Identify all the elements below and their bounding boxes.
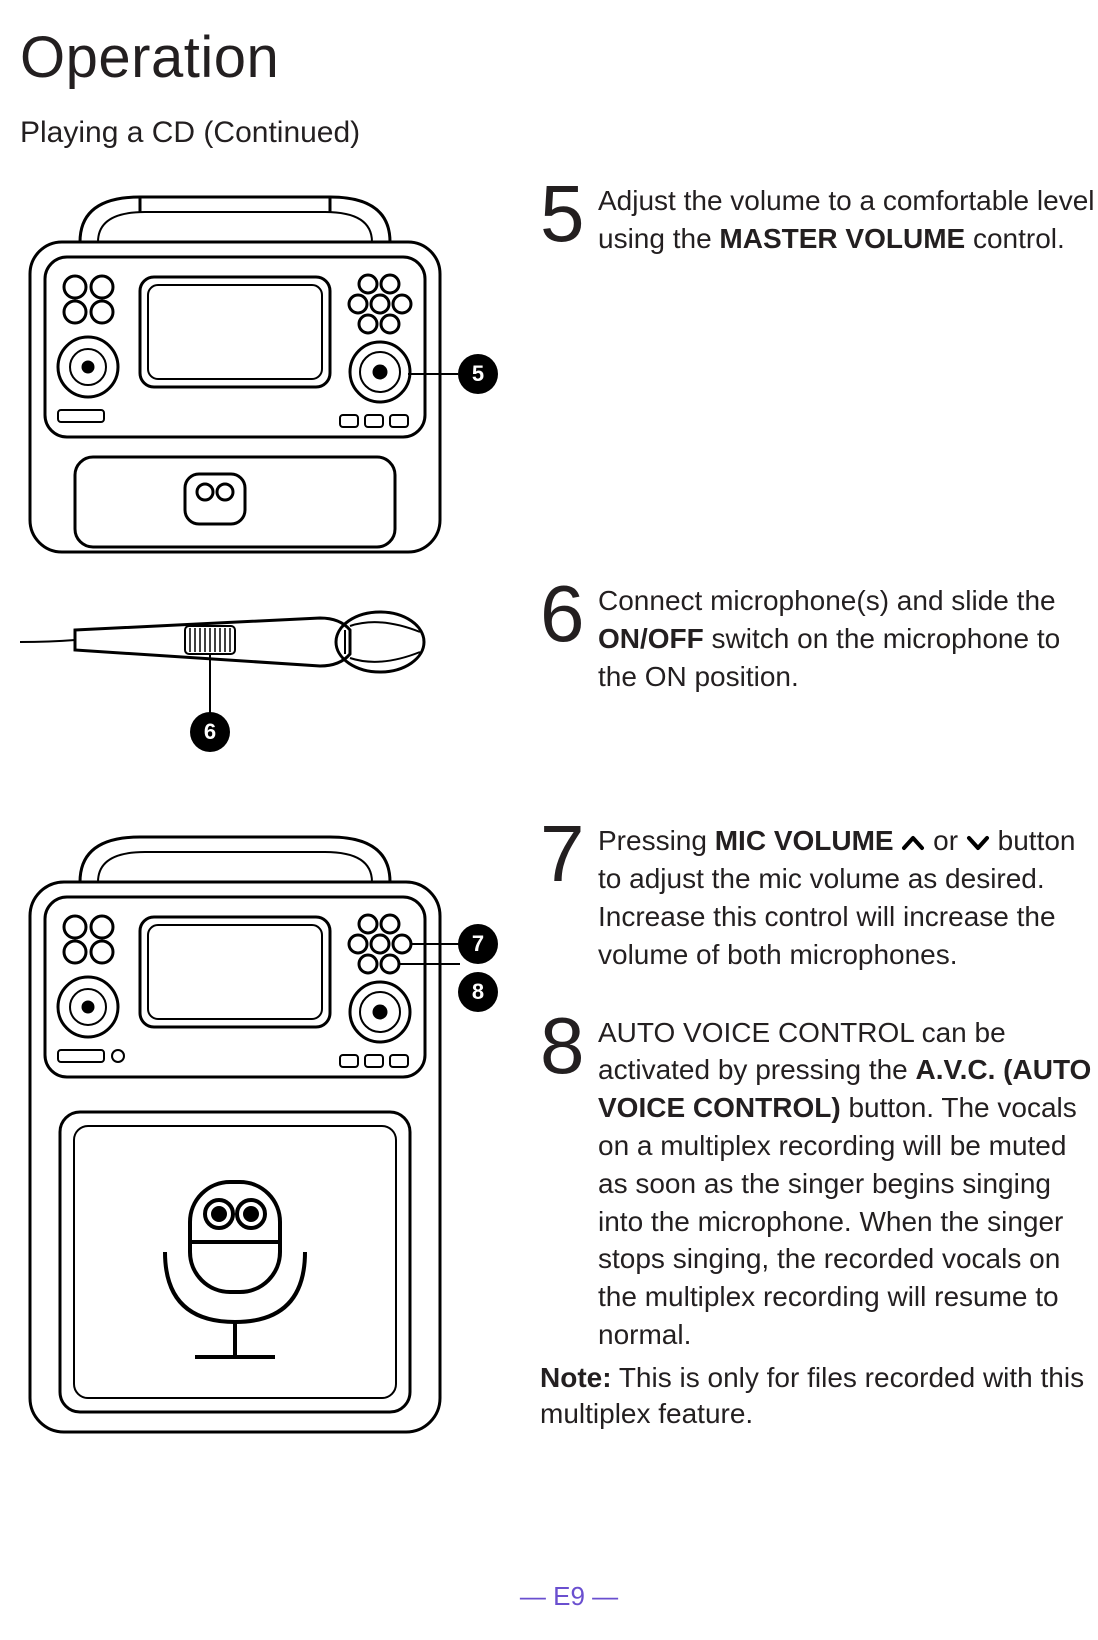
step-7-pre: Pressing bbox=[598, 825, 715, 856]
step-5-bold: MASTER VOLUME bbox=[719, 223, 965, 254]
step-8-post: button. The vocals on a multiplex record… bbox=[598, 1092, 1077, 1350]
chevron-up-icon bbox=[901, 834, 925, 852]
page-footer: — E9 — bbox=[20, 1580, 1098, 1614]
step-5: 5 Adjust the volume to a comfortable lev… bbox=[540, 182, 1096, 258]
callout-badge-6: 6 bbox=[190, 712, 230, 752]
step-6: 6 Connect microphone(s) and slide the ON… bbox=[540, 582, 1096, 695]
step-7: 7 Pressing MIC VOLUME or button to adjus… bbox=[540, 822, 1096, 973]
note-text: This is only for files recorded with thi… bbox=[540, 1362, 1084, 1429]
callout-badge-8: 8 bbox=[458, 972, 498, 1012]
step-8-note: Note: This is only for files recorded wi… bbox=[540, 1360, 1096, 1433]
step-6-bold: ON/OFF bbox=[598, 623, 704, 654]
step-7-or: or bbox=[925, 825, 965, 856]
step-5-post: control. bbox=[965, 223, 1065, 254]
illustration-microphone: 6 bbox=[20, 582, 500, 772]
step-8: 8 AUTO VOICE CONTROL can be activated by… bbox=[540, 1014, 1096, 1354]
step-7-bold: MIC VOLUME bbox=[715, 825, 894, 856]
step-7-number: 7 bbox=[540, 822, 588, 886]
step-6-text: Connect microphone(s) and slide the ON/O… bbox=[598, 582, 1096, 695]
step-6-number: 6 bbox=[540, 582, 588, 646]
section-subtitle: Playing a CD (Continued) bbox=[20, 113, 1098, 152]
chevron-down-icon bbox=[966, 834, 990, 852]
callout-8-line bbox=[398, 962, 488, 966]
manual-page: Operation Playing a CD (Continued) bbox=[0, 0, 1098, 1640]
illustration-device-full: 7 8 bbox=[20, 822, 500, 1442]
step-8-number: 8 bbox=[540, 1014, 588, 1078]
device-full-svg bbox=[20, 822, 450, 1442]
illustration-device-top: 5 bbox=[20, 182, 500, 562]
page-title: Operation bbox=[20, 20, 1098, 95]
step-6-pre: Connect microphone(s) and slide the bbox=[598, 585, 1056, 616]
callout-6-line bbox=[208, 654, 212, 714]
step-5-text: Adjust the volume to a comfortable level… bbox=[598, 182, 1096, 258]
step-7-text: Pressing MIC VOLUME or button to adjust … bbox=[598, 822, 1096, 973]
device-top-svg bbox=[20, 182, 450, 562]
step-5-number: 5 bbox=[540, 182, 588, 246]
step-8-text: AUTO VOICE CONTROL can be activated by p… bbox=[598, 1014, 1096, 1354]
note-label: Note: bbox=[540, 1362, 612, 1393]
microphone-svg bbox=[20, 582, 450, 702]
callout-badge-7: 7 bbox=[458, 924, 498, 964]
